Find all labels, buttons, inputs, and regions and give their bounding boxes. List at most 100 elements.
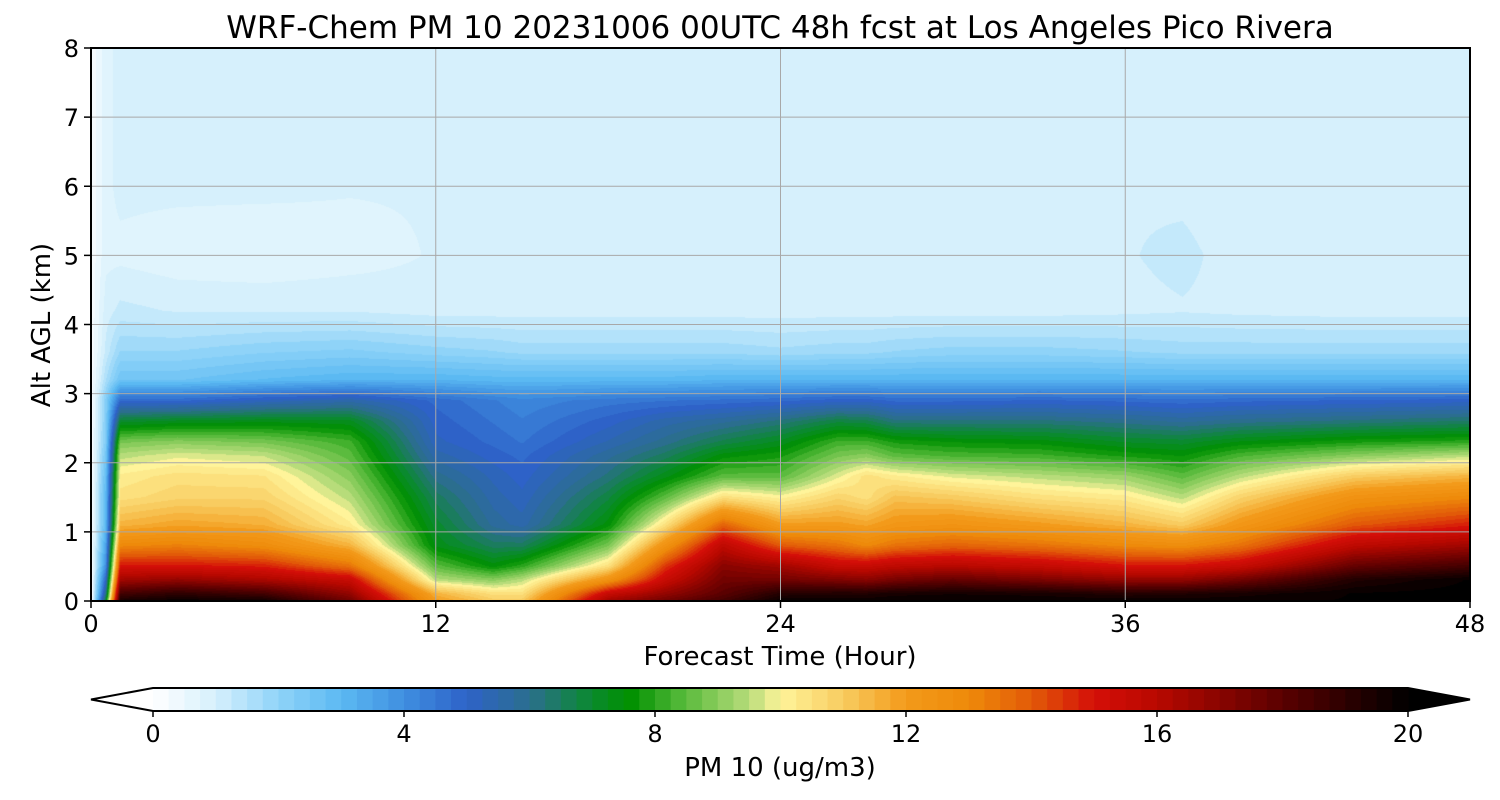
colorbar-segment <box>686 688 703 711</box>
colorbar-segment <box>1047 688 1064 711</box>
colorbar-segment <box>1172 688 1189 711</box>
chart-title: WRF-Chem PM 10 20231006 00UTC 48h fcst a… <box>226 10 1333 46</box>
colorbar-tick-label: 20 <box>1393 720 1424 748</box>
colorbar-segment <box>827 688 844 711</box>
colorbar-tick-label: 8 <box>647 720 662 748</box>
colorbar-tick-label: 16 <box>1142 720 1173 748</box>
colorbar-segment <box>717 688 735 711</box>
colorbar-segment <box>451 688 468 711</box>
colorbar-min-extend <box>91 688 153 711</box>
colorbar-segment <box>874 688 891 711</box>
colorbar-segment <box>404 688 421 711</box>
colorbar-segment <box>921 688 938 711</box>
colorbar-max-extend <box>1408 688 1470 711</box>
colorbar-segment <box>1313 688 1331 711</box>
colorbar-segment <box>513 688 531 711</box>
colorbar-segment <box>184 688 201 711</box>
y-tick-label: 6 <box>64 173 79 201</box>
y-tick-label: 5 <box>64 242 79 270</box>
colorbar-segment <box>372 688 389 711</box>
colorbar-segment <box>231 688 248 711</box>
colorbar-segment <box>435 688 452 711</box>
y-tick-label: 0 <box>64 588 79 616</box>
colorbar-segment <box>1125 688 1142 711</box>
colorbar-segment <box>968 688 986 711</box>
colorbar-segment <box>843 688 860 711</box>
colorbar-segment <box>984 688 1001 711</box>
colorbar-segment <box>607 688 625 711</box>
colorbar-ticks: 0 4 8 12 16 20 <box>145 711 1423 748</box>
y-tick-label: 8 <box>64 35 79 63</box>
colorbar-tick-label: 4 <box>396 720 411 748</box>
colorbar-segment <box>639 688 656 711</box>
colorbar-segment <box>325 688 342 711</box>
colorbar-segment <box>1298 688 1315 711</box>
colorbar-segment <box>1235 688 1252 711</box>
colorbar-segment <box>623 688 640 711</box>
colorbar-segment <box>247 688 264 711</box>
colorbar-segment <box>1157 688 1174 711</box>
colorbar-segment <box>780 688 797 711</box>
colorbar-segment <box>764 688 782 711</box>
colorbar-segment <box>1062 688 1080 711</box>
colorbar-label: PM 10 (ug/m3) <box>684 753 876 783</box>
colorbar-segment <box>890 688 907 711</box>
colorbar-segment <box>1266 688 1284 711</box>
colorbar-segment <box>1392 688 1409 711</box>
x-axis-label: Forecast Time (Hour) <box>643 642 916 672</box>
colorbar <box>90 687 1471 712</box>
colorbar-segment <box>670 688 687 711</box>
y-tick-label: 7 <box>64 104 79 132</box>
colorbar-segment <box>1376 688 1393 711</box>
y-tick-label: 4 <box>64 312 79 340</box>
colorbar-segment <box>796 688 813 711</box>
colorbar-segment <box>498 688 515 711</box>
colorbar-segment <box>215 688 233 711</box>
colorbar-segment <box>1345 688 1362 711</box>
colorbar-segment <box>419 688 436 711</box>
colorbar-segment <box>153 688 170 711</box>
colorbar-segment <box>341 688 358 711</box>
colorbar-segment <box>262 688 280 711</box>
colorbar-segment <box>1251 688 1268 711</box>
x-tick-label: 12 <box>420 610 451 638</box>
colorbar-segment <box>1141 688 1158 711</box>
y-tick-label: 3 <box>64 381 79 409</box>
colorbar-segment <box>655 688 672 711</box>
colorbar-segment <box>906 688 923 711</box>
y-tick-label: 2 <box>64 450 79 478</box>
colorbar-segment <box>592 688 609 711</box>
colorbar-segment <box>466 688 484 711</box>
colorbar-segment <box>1219 688 1237 711</box>
colorbar-segment <box>1329 688 1346 711</box>
colorbar-segment <box>702 688 719 711</box>
colorbar-segment <box>733 688 750 711</box>
x-tick-label: 0 <box>83 610 98 638</box>
colorbar-segment <box>1204 688 1221 711</box>
colorbar-segment <box>1282 688 1299 711</box>
colorbar-segment <box>529 688 546 711</box>
x-tick-label: 48 <box>1455 610 1486 638</box>
colorbar-segment <box>858 688 876 711</box>
colorbar-segment <box>545 688 562 711</box>
colorbar-segment <box>356 688 374 711</box>
colorbar-tick-label: 0 <box>145 720 160 748</box>
colorbar-segment <box>1360 688 1378 711</box>
colorbar-segment <box>1188 688 1205 711</box>
colorbar-segment <box>388 688 405 711</box>
colorbar-segment <box>1000 688 1017 711</box>
colorbar-segment <box>937 688 954 711</box>
colorbar-segment <box>811 688 829 711</box>
y-axis-label: Alt AGL (km) <box>27 243 57 407</box>
colorbar-segment <box>953 688 970 711</box>
y-tick-label: 1 <box>64 519 79 547</box>
colorbar-segment <box>1015 688 1033 711</box>
x-axis: 0 12 24 36 48 <box>83 601 1485 638</box>
colorbar-segment <box>1094 688 1111 711</box>
x-tick-label: 36 <box>1110 610 1141 638</box>
colorbar-segment <box>168 688 185 711</box>
colorbar-tick-label: 12 <box>891 720 922 748</box>
x-tick-label: 24 <box>765 610 796 638</box>
y-axis: 0 1 2 3 4 5 6 7 8 <box>64 35 91 616</box>
